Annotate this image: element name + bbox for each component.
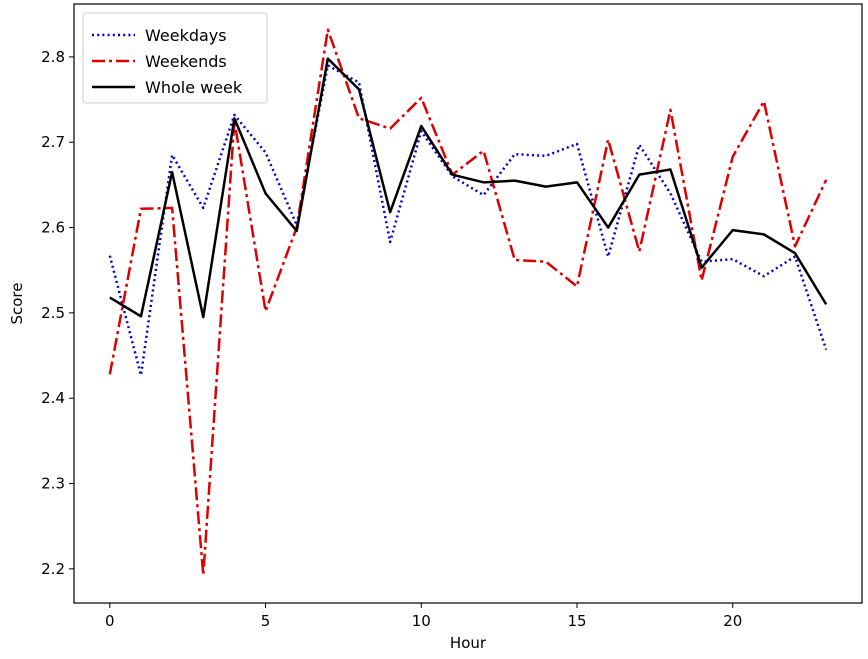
y-axis-label: Score [8, 282, 26, 324]
x-tick-label: 0 [105, 612, 115, 630]
plot-frame [73, 3, 863, 604]
x-tick-label: 20 [723, 612, 742, 630]
y-tick-label: 2.6 [41, 219, 65, 237]
legend: Weekdays Weekends Whole week [82, 12, 268, 104]
y-tick-label: 2.7 [41, 133, 65, 151]
series-line-weekends [108, 28, 828, 577]
series-layer [108, 28, 828, 577]
series-line-whole-week [109, 57, 828, 319]
y-tick-label: 2.3 [41, 475, 65, 493]
y-tick-label: 2.4 [41, 389, 65, 407]
y-tick-label: 2.5 [41, 304, 65, 322]
series-line-weekdays [108, 64, 828, 377]
y-tick-label: 2.2 [41, 560, 65, 578]
legend-label: Whole week [145, 78, 243, 97]
x-tick-label: 15 [567, 612, 586, 630]
y-tick-label: 2.8 [41, 48, 65, 66]
x-axis-label: Hour [450, 634, 487, 652]
axes-layer: 0 5 10 15 20 2.2 2.3 2.4 2.5 2.6 2.7 2.8 [41, 48, 742, 630]
legend-label: Weekends [145, 52, 227, 71]
x-tick-label: 10 [412, 612, 431, 630]
x-tick-label: 5 [261, 612, 271, 630]
legend-label: Weekdays [145, 26, 227, 45]
